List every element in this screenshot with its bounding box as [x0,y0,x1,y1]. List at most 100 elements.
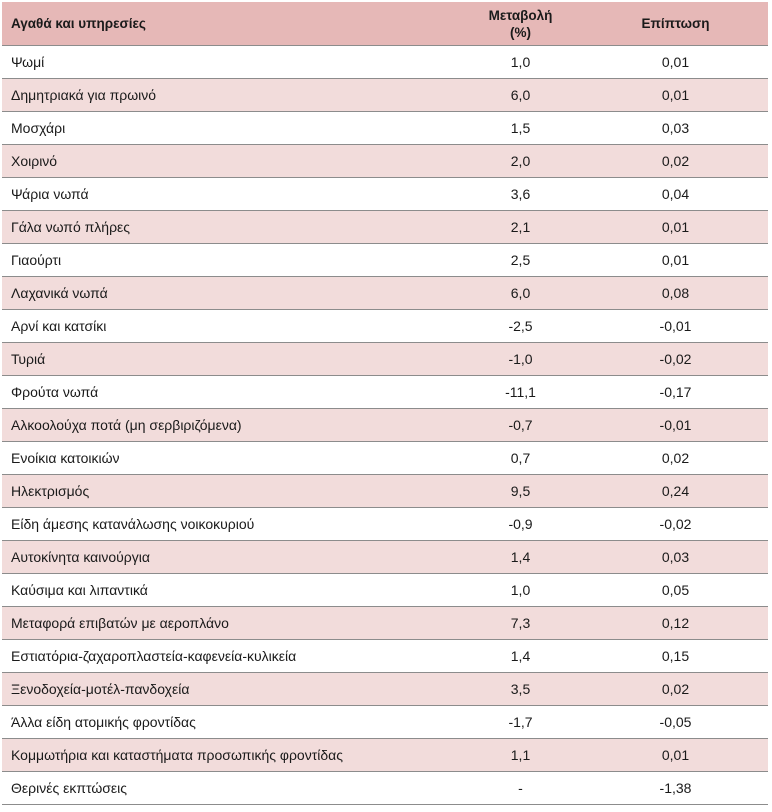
cell-change-percent: -1,0 [438,342,591,376]
cell-change-percent: 6,0 [438,276,591,310]
table-row: Άλλα είδη ατομικής φροντίδας -1,7 -0,05 [2,705,768,739]
cell-goods-service-name: Φρούτα νωπά [2,375,438,409]
table-row: Γιαούρτι 2,5 0,01 [2,243,768,277]
table-row: Ξενοδοχεία-μοτέλ-πανδοχεία 3,5 0,02 [2,672,768,706]
cell-impact: -1,38 [591,771,768,805]
cell-change-percent: 1,4 [438,639,591,673]
cell-change-percent: 1,0 [438,573,591,607]
cell-impact: 0,01 [591,738,768,772]
table-row: Ψάρια νωπά 3,6 0,04 [2,177,768,211]
cell-goods-service-name: Τυριά [2,342,438,376]
cell-impact: -0,17 [591,375,768,409]
cell-goods-service-name: Μεταφορά επιβατών με αεροπλάνο [2,606,438,640]
cell-change-percent: 1,5 [438,111,591,145]
column-header-change-line1: Μεταβολή [488,7,553,23]
column-header-goods-services: Αγαθά και υπηρεσίες [2,2,438,46]
table-row: Καύσιμα και λιπαντικά 1,0 0,05 [2,573,768,607]
table-row: Θερινές εκπτώσεις - -1,38 [2,771,768,805]
cell-goods-service-name: Θερινές εκπτώσεις [2,771,438,805]
cell-impact: -0,01 [591,408,768,442]
cell-goods-service-name: Ψωμί [2,45,438,79]
cell-goods-service-name: Γιαούρτι [2,243,438,277]
table-row: Ψωμί 1,0 0,01 [2,45,768,79]
cell-change-percent: 7,3 [438,606,591,640]
cell-change-percent: -1,7 [438,705,591,739]
cell-impact: 0,01 [591,45,768,79]
cell-impact: -0,02 [591,342,768,376]
table-header: Αγαθά και υπηρεσίες Μεταβολή (%) Επίπτωσ… [2,2,768,46]
cell-goods-service-name: Είδη άμεσης κατανάλωσης νοικοκυριού [2,507,438,541]
cell-impact: 0,01 [591,210,768,244]
table-row: Δημητριακά για πρωινό 6,0 0,01 [2,78,768,112]
cell-change-percent: 1,4 [438,540,591,574]
cell-impact: 0,12 [591,606,768,640]
cell-goods-service-name: Μοσχάρι [2,111,438,145]
cell-impact: 0,03 [591,540,768,574]
cell-impact: 0,04 [591,177,768,211]
cell-goods-service-name: Ηλεκτρισμός [2,474,438,508]
table-row: Κομμωτήρια και καταστήματα προσωπικής φρ… [2,738,768,772]
cell-impact: 0,05 [591,573,768,607]
cell-goods-service-name: Άλλα είδη ατομικής φροντίδας [2,705,438,739]
cell-impact: 0,02 [591,672,768,706]
cell-goods-service-name: Κομμωτήρια και καταστήματα προσωπικής φρ… [2,738,438,772]
cell-change-percent: 9,5 [438,474,591,508]
table-row: Μοσχάρι 1,5 0,03 [2,111,768,145]
table-row: Μεταφορά επιβατών με αεροπλάνο 7,3 0,12 [2,606,768,640]
cell-impact: -0,02 [591,507,768,541]
cell-change-percent: 1,1 [438,738,591,772]
cell-change-percent: 6,0 [438,78,591,112]
cell-impact: 0,02 [591,441,768,475]
cell-impact: 0,02 [591,144,768,178]
table-row: Εστιατόρια-ζαχαροπλαστεία-καφενεία-κυλικ… [2,639,768,673]
cell-change-percent: 2,0 [438,144,591,178]
table-row: Λαχανικά νωπά 6,0 0,08 [2,276,768,310]
cell-goods-service-name: Αρνί και κατσίκι [2,309,438,343]
column-header-change-line2: (%) [510,24,531,40]
cell-impact: 0,01 [591,243,768,277]
table-row: Τυριά -1,0 -0,02 [2,342,768,376]
cell-goods-service-name: Αλκοολούχα ποτά (μη σερβιριζόμενα) [2,408,438,442]
table-body: Ψωμί 1,0 0,01 Δημητριακά για πρωινό 6,0 0,01 Μ… [2,45,768,805]
cell-goods-service-name: Χοιρινό [2,144,438,178]
table-row: Γάλα νωπό πλήρες 2,1 0,01 [2,210,768,244]
cell-change-percent: -2,5 [438,309,591,343]
cell-change-percent: 3,6 [438,177,591,211]
cell-goods-service-name: Αυτοκίνητα καινούργια [2,540,438,574]
cell-change-percent: -0,7 [438,408,591,442]
cell-impact: -0,05 [591,705,768,739]
cell-change-percent: -11,1 [438,375,591,409]
cell-change-percent: 2,1 [438,210,591,244]
cell-impact: 0,24 [591,474,768,508]
cell-goods-service-name: Ψάρια νωπά [2,177,438,211]
table-row: Ενοίκια κατοικιών 0,7 0,02 [2,441,768,475]
column-header-change: Μεταβολή (%) [438,2,591,46]
cell-change-percent: - [438,771,591,805]
cell-goods-service-name: Γάλα νωπό πλήρες [2,210,438,244]
cell-change-percent: 2,5 [438,243,591,277]
table-row: Αλκοολούχα ποτά (μη σερβιριζόμενα) -0,7 -0… [2,408,768,442]
column-header-impact: Επίπτωση [591,2,768,46]
cell-goods-service-name: Εστιατόρια-ζαχαροπλαστεία-καφενεία-κυλικ… [2,639,438,673]
cell-goods-service-name: Ενοίκια κατοικιών [2,441,438,475]
cell-goods-service-name: Καύσιμα και λιπαντικά [2,573,438,607]
table-row: Αρνί και κατσίκι -2,5 -0,01 [2,309,768,343]
cell-impact: 0,08 [591,276,768,310]
table-row: Ηλεκτρισμός 9,5 0,24 [2,474,768,508]
cell-impact: 0,03 [591,111,768,145]
cell-change-percent: 1,0 [438,45,591,79]
cell-goods-service-name: Ξενοδοχεία-μοτέλ-πανδοχεία [2,672,438,706]
cell-impact: 0,15 [591,639,768,673]
cell-change-percent: 0,7 [438,441,591,475]
table-row: Χοιρινό 2,0 0,02 [2,144,768,178]
header-row: Αγαθά και υπηρεσίες Μεταβολή (%) Επίπτωσ… [2,2,768,46]
cell-impact: -0,01 [591,309,768,343]
table-row: Φρούτα νωπά -11,1 -0,17 [2,375,768,409]
cell-goods-service-name: Δημητριακά για πρωινό [2,78,438,112]
cell-goods-service-name: Λαχανικά νωπά [2,276,438,310]
table-row: Αυτοκίνητα καινούργια 1,4 0,03 [2,540,768,574]
table-row: Είδη άμεσης κατανάλωσης νοικοκυριού -0,9-… [2,507,768,541]
cell-change-percent: 3,5 [438,672,591,706]
cell-impact: 0,01 [591,78,768,112]
